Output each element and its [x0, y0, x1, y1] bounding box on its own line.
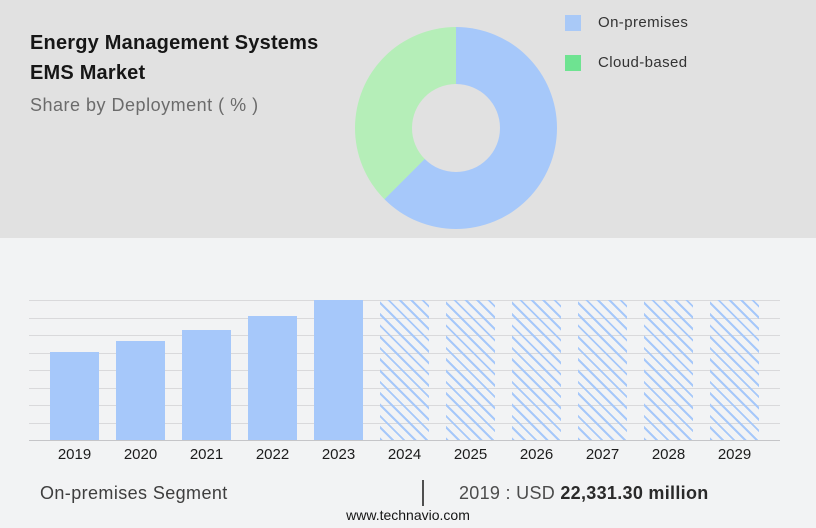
page-title-line2: EMS Market [30, 62, 146, 84]
x-axis-label-2025: 2025 [453, 446, 488, 463]
forecast-bar-2029 [710, 300, 759, 440]
segment-label: On-premises Segment [40, 483, 228, 503]
bar-2022 [248, 316, 297, 440]
donut-hole [412, 84, 500, 172]
forecast-bar-2024 [380, 300, 429, 440]
bar-2021 [182, 330, 231, 440]
x-axis-label-2020: 2020 [123, 446, 158, 463]
on-premises-swatch-icon [565, 14, 581, 31]
forecast-bar-2027 [578, 300, 627, 440]
bar-2020 [116, 341, 165, 440]
bar-2019 [50, 352, 99, 440]
x-axis-label-2024: 2024 [387, 446, 422, 463]
x-axis-label-2022: 2022 [255, 446, 290, 463]
page-title-line1: Energy Management Systems [30, 32, 319, 54]
x-axis-label-2026: 2026 [519, 446, 554, 463]
bar-2023 [314, 300, 363, 440]
chart-legend: On-premises Cloud-based [565, 14, 688, 71]
value-prefix: 2019 : USD [459, 483, 561, 503]
legend-item-cloud-based: Cloud-based [565, 54, 688, 71]
cloud-based-swatch-icon [565, 54, 581, 71]
bar-chart-plot-area [29, 300, 780, 441]
x-axis-label-2023: 2023 [321, 446, 356, 463]
legend-item-on-premises: On-premises [565, 14, 688, 31]
x-axis-label-2029: 2029 [717, 446, 752, 463]
header-section: Energy Management Systems EMS Market Sha… [0, 0, 816, 238]
forecast-bar-2026 [512, 300, 561, 440]
x-axis: 2019 2020 2021 2022 2023 2024 2025 2026 2027 2028… [29, 446, 780, 466]
x-axis-label-2027: 2027 [585, 446, 620, 463]
separator-bar [422, 480, 424, 506]
x-axis-label-2028: 2028 [651, 446, 686, 463]
value-amount: 22,331.30 million [560, 483, 709, 503]
forecast-bar-2025 [446, 300, 495, 440]
forecast-bar-2028 [644, 300, 693, 440]
x-axis-label-2021: 2021 [189, 446, 224, 463]
value-callout: 2019 : USD 22,331.30 million [459, 483, 709, 504]
website-text: www.technavio.com [346, 507, 470, 523]
legend-label: On-premises [598, 14, 689, 31]
legend-label: Cloud-based [598, 54, 688, 71]
donut-chart [355, 27, 557, 229]
bar-chart-section: 2019 2020 2021 2022 2023 2024 2025 2026 2027 2028… [0, 238, 816, 528]
x-axis-baseline [29, 440, 780, 441]
title-block: Energy Management Systems EMS Market Sha… [30, 28, 318, 118]
x-axis-label-2019: 2019 [57, 446, 92, 463]
page-subtitle: Share by Deployment ( % ) [30, 95, 259, 115]
